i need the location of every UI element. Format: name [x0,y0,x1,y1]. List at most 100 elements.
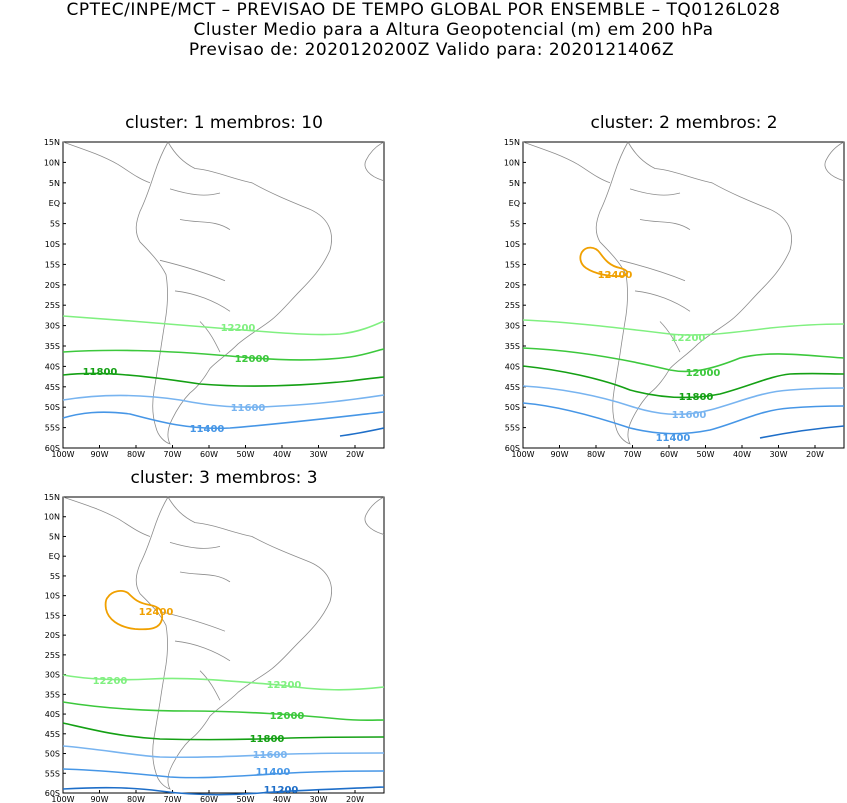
label-12000: 12000 [270,711,305,722]
lat-tick-label: 20S [505,281,520,290]
lat-tick-label: 45S [45,383,60,392]
contour-11600 [62,394,385,408]
panel-cluster-1: cluster: 1 membros: 10 15N 10N 5N EQ 5S 10S 15… [0,110,420,458]
border-line [620,189,690,352]
lon-tick-label: 80W [127,450,145,458]
contour-11400 [62,411,385,430]
contour-11200 [62,786,385,796]
lat-tick-label: 5S [50,220,60,229]
label-11400: 11400 [656,433,691,444]
label-11800: 11800 [679,392,714,403]
label-11800: 11800 [83,367,118,378]
lat-tick-label: 10N [44,158,60,167]
lon-tick-label: 60W [200,795,218,803]
lon-tick-label: 100W [51,450,74,458]
lat-tick-label: 55S [45,769,60,778]
coastline [136,142,331,444]
map-frame [62,141,385,449]
panel-cluster-2: cluster: 2 membros: 2 15N 10N 5N EQ 5S 10S 15S… [460,110,847,458]
lat-tick-label: 35S [45,342,60,351]
lat-tick-label: 30S [505,322,520,331]
contour-11600 [522,385,845,416]
coastline [596,142,791,444]
lat-tick-label: 35S [45,690,60,699]
label-11600: 11600 [253,750,288,761]
lat-tick-label: 10S [45,592,60,601]
border-line [365,142,384,181]
lat-tick-label: 15N [504,138,520,147]
label-11400: 11400 [190,424,225,435]
lat-tick-label: 25S [505,301,520,310]
lon-tick-label: 20W [806,450,824,458]
border-line [63,497,150,536]
label-12200: 12200 [671,333,706,344]
lat-tick-label: 50S [505,403,520,412]
lat-tick-label: 10N [504,158,520,167]
lon-tick-label: 40W [273,795,291,803]
lat-tick-label: 40S [45,710,60,719]
lat-tick-label: 5N [49,532,60,541]
lon-tick-label: 100W [511,450,534,458]
lat-tick-label: 60S [45,444,60,453]
header-line-3: Previsao de: 2020120200Z Valido para: 20… [188,40,675,60]
panel-cluster-3: cluster: 3 membros: 3 15N 10N 5N EQ 5S 10S 15S… [0,465,420,803]
border-line [365,497,384,534]
lat-tick-label: 15N [44,138,60,147]
contour-11800 [522,365,845,399]
lon-tick-label: 50W [236,795,254,803]
lat-tick-label: 30S [45,322,60,331]
contour-11400 [522,402,845,435]
contour-12200 [62,315,385,336]
lat-tick-label: 50S [45,403,60,412]
contour-12200 [62,674,385,691]
contour-12400 [579,246,629,278]
lon-tick-label: 70W [623,450,641,458]
label-11200: 11200 [264,785,299,796]
lon-tick-label: 30W [309,795,327,803]
contour-12200 [522,319,845,336]
contour-12400 [104,590,164,631]
lon-tick-label: 30W [309,450,327,458]
lon-tick-label: 90W [90,450,108,458]
lat-tick-label: 55S [505,424,520,433]
lat-tick-label: 15N [44,493,60,502]
lat-tick-label: 10S [505,240,520,249]
lon-tick-label: 30W [769,450,787,458]
lat-tick-label: 25S [45,651,60,660]
lat-tick-label: 45S [45,730,60,739]
coastline [136,497,331,789]
lat-tick-label: 25S [45,301,60,310]
map-frame [522,141,845,449]
lon-tick-label: 90W [90,795,108,803]
label-12400: 12400 [139,607,174,618]
lon-tick-label: 70W [163,795,181,803]
lat-tick-label: 20S [45,281,60,290]
lat-tick-label: 60S [505,444,520,453]
lon-tick-label: 70W [163,450,181,458]
lon-tick-label: 40W [733,450,751,458]
lat-tick-label: 40S [505,362,520,371]
lon-tick-label: 80W [587,450,605,458]
label-12000: 12000 [235,354,270,365]
contour-12000 [522,347,845,373]
map-frame [62,496,385,794]
label-11600: 11600 [231,403,266,414]
lat-tick-label: 15S [505,260,520,269]
lon-tick-label: 100W [51,795,74,803]
lat-tick-label: 5N [509,179,520,188]
header-line-1: CPTEC/INPE/MCT – PREVISAO DE TEMPO GLOBA… [66,0,781,20]
lon-tick-label: 40W [273,450,291,458]
lat-tick-label: 20S [45,631,60,640]
lat-tick-label: EQ [49,552,60,561]
label-12000: 12000 [686,368,721,379]
lat-tick-label: 15S [45,260,60,269]
contour-12000 [62,348,385,361]
contour-11200 [759,425,845,439]
header-line-2: Cluster Medio para a Altura Geopotencial… [193,20,714,40]
lat-tick-label: EQ [509,199,520,208]
map-panel-2: 15N 10N 5N EQ 5S 10S 15S 20S 25S 30S 35S 40S 45S 50S 5… [504,138,845,458]
lat-tick-label: 35S [505,342,520,351]
lon-tick-label: 20W [346,450,364,458]
lon-tick-label: 60W [660,450,678,458]
border-line [523,142,610,183]
